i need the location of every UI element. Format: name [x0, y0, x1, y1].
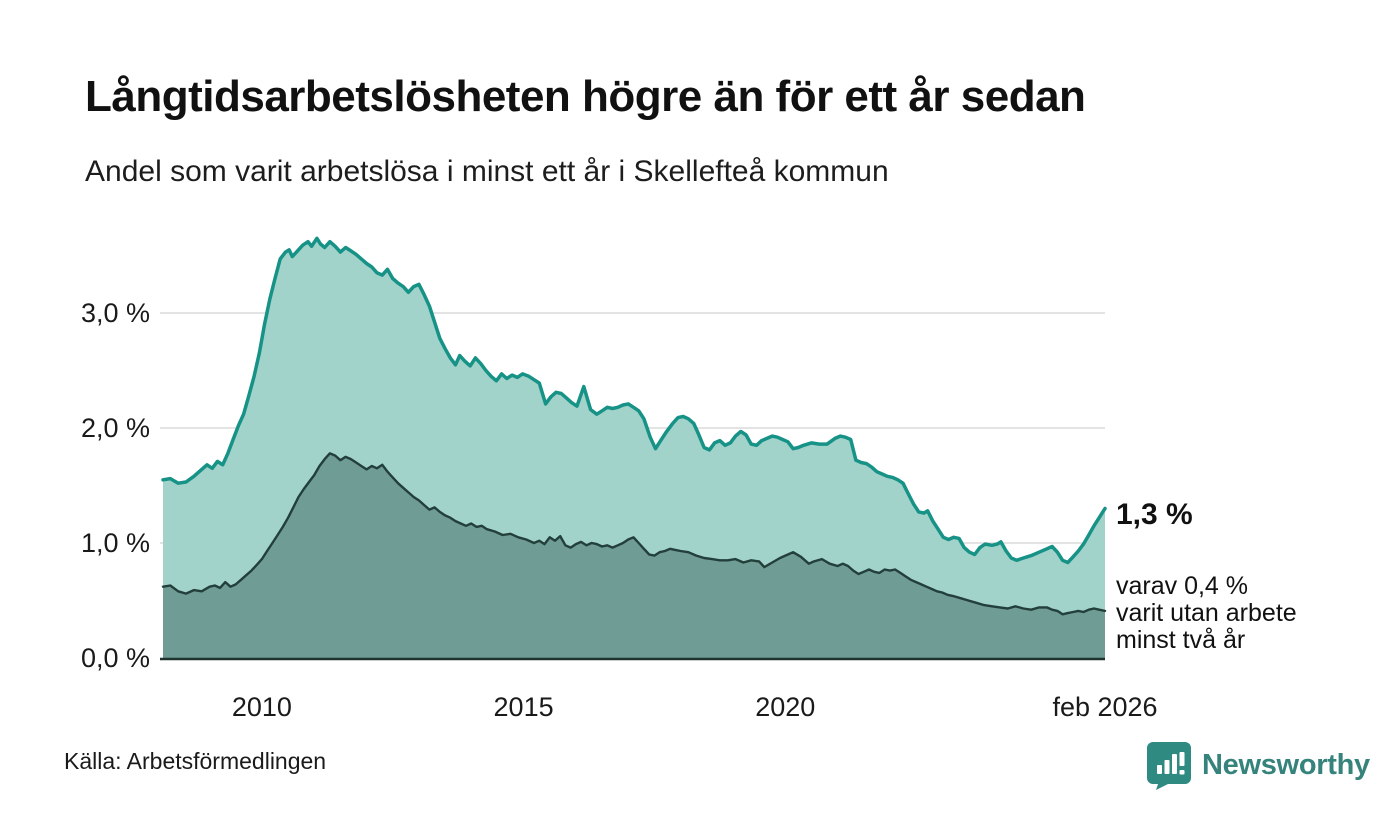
end-sub-label: varav 0,4 % varit utan arbete minst två …	[1116, 573, 1297, 654]
x-axis-labels: 2010 2015 2020 feb 2026	[232, 692, 1158, 722]
newsworthy-pin-barchart-icon	[1147, 742, 1191, 790]
y-tick-label: 0,0 %	[81, 643, 150, 673]
x-tick-label: feb 2026	[1052, 692, 1157, 722]
series-total-line	[161, 236, 1107, 565]
end-sub-line-1: varav 0,4 %	[1116, 572, 1249, 600]
end-sub-line-2: varit utan arbete	[1116, 599, 1297, 627]
source-note: Källa: Arbetsförmedlingen	[64, 748, 327, 774]
series-two-years-area	[163, 453, 1105, 658]
y-tick-label: 1,0 %	[81, 528, 150, 558]
x-tick-label: 2015	[494, 692, 554, 722]
y-tick-label: 2,0 %	[81, 413, 150, 443]
end-sub-line-3: minst två år	[1116, 626, 1246, 654]
x-tick-label: 2010	[232, 692, 292, 722]
page-title: Långtidsarbetslösheten högre än för ett …	[85, 72, 1086, 121]
y-tick-label: 3,0 %	[81, 298, 150, 328]
brand-wordmark: Newsworthy	[1202, 748, 1370, 781]
x-tick-label: 2020	[755, 692, 815, 722]
y-axis-labels: 0,0 % 1,0 % 2,0 % 3,0 %	[81, 298, 150, 673]
brand-footer: Newsworthy	[1146, 740, 1370, 790]
page-subtitle: Andel som varit arbetslösa i minst ett å…	[85, 155, 889, 188]
series-two-years-line	[161, 452, 1107, 616]
end-value-label: 1,3 %	[1116, 498, 1193, 531]
